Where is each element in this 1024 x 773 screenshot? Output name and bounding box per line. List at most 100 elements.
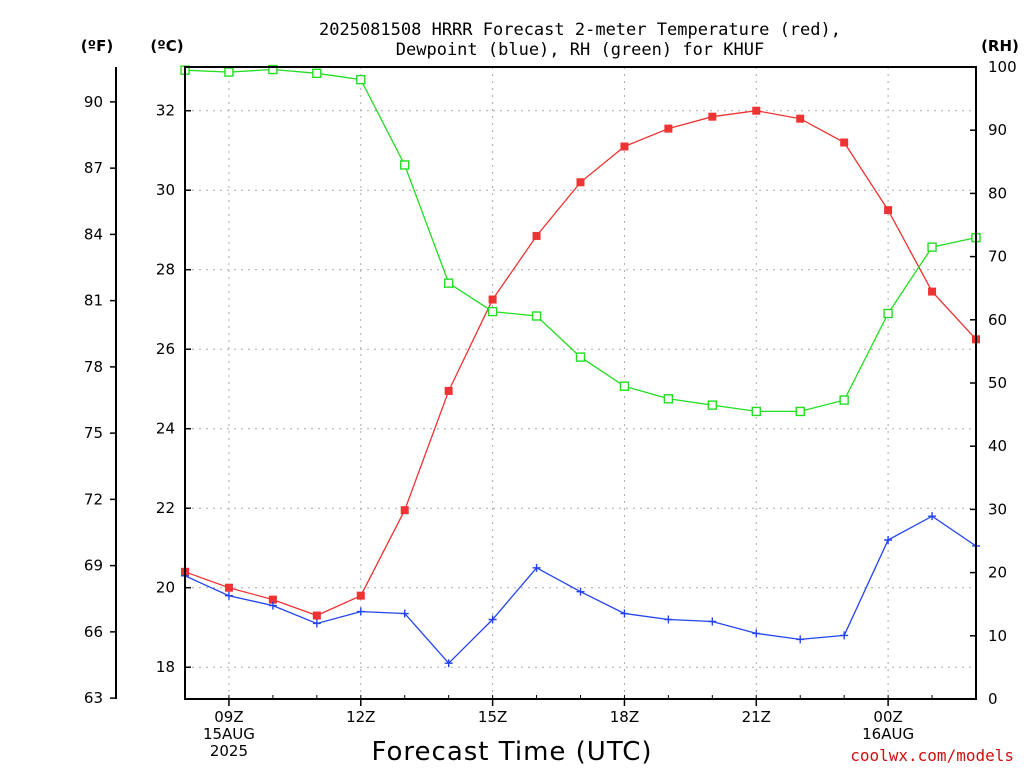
temperature-point	[840, 138, 849, 147]
series-temperature	[181, 106, 980, 620]
rh-point	[663, 394, 674, 404]
rh-point	[619, 381, 630, 391]
rh-tick-label: 50	[988, 374, 1007, 392]
fahrenheit-tick-label: 87	[84, 159, 103, 177]
rh-tick-label: 10	[988, 627, 1007, 645]
rh-point	[312, 68, 322, 79]
rh-tick-label: 80	[988, 184, 1007, 202]
rh-point	[795, 406, 805, 417]
x-tick-label: 2025	[210, 742, 248, 760]
dewpoint-point	[488, 615, 497, 624]
rh-tick-label: 30	[988, 500, 1007, 518]
axes-layer: 18 20 22 24 26 28 30 32 63 66 69 72 75 78 81 84 87 90 0 10 2…	[84, 58, 1017, 760]
x-tick-label: 16AUG	[862, 725, 914, 743]
temperature-point	[928, 287, 937, 296]
fahrenheit-tick-label: 72	[84, 490, 103, 508]
rh-point	[883, 308, 893, 319]
dewpoint-point	[400, 609, 409, 618]
fahrenheit-unit-label: (ºF)	[81, 37, 113, 55]
temperature-point	[488, 295, 497, 304]
celsius-unit-label: (ºC)	[150, 37, 183, 55]
rh-point	[443, 278, 454, 288]
temperature-point	[444, 386, 453, 395]
series-layer	[180, 64, 981, 668]
rh-point	[839, 395, 849, 405]
rh-tick-label: 20	[988, 564, 1007, 582]
rh-tick-label: 40	[988, 437, 1007, 455]
temperature-point	[576, 178, 585, 187]
x-tick-label: 09Z	[214, 708, 243, 726]
x-tick-label: 12Z	[346, 708, 375, 726]
dewpoint-point	[224, 591, 233, 600]
temperature-point	[796, 114, 805, 123]
series-rh	[180, 64, 981, 417]
x-tick-label: 18Z	[610, 708, 639, 726]
dewpoint-point	[576, 587, 585, 596]
temperature-point	[224, 583, 233, 592]
fahrenheit-tick-label: 78	[84, 358, 103, 376]
rh-point	[268, 64, 278, 75]
source-credit: coolwx.com/models	[850, 746, 1014, 765]
celsius-tick-label: 32	[156, 102, 175, 120]
celsius-tick-label: 30	[156, 181, 175, 199]
rh-point	[531, 311, 542, 321]
temperature-point	[620, 142, 629, 151]
x-tick-label: 21Z	[742, 708, 771, 726]
x-axis-title: Forecast Time (UTC)	[371, 737, 652, 767]
fahrenheit-tick-label: 84	[84, 225, 103, 243]
temperature-point	[268, 595, 277, 604]
rh-point	[224, 67, 234, 77]
rh-point	[356, 74, 366, 85]
temperature-point	[884, 206, 893, 215]
fahrenheit-tick-label: 69	[84, 557, 103, 575]
celsius-tick-label: 24	[156, 420, 175, 438]
rh-tick-label: 60	[988, 311, 1007, 329]
dewpoint-point	[664, 615, 673, 624]
rh-point	[751, 406, 761, 417]
fahrenheit-tick-label: 63	[84, 689, 103, 707]
temperature-point	[312, 611, 321, 620]
rh-point	[400, 160, 410, 170]
rh-tick-label: 70	[988, 248, 1007, 266]
dewpoint-point	[884, 536, 893, 545]
temperature-point	[752, 106, 761, 115]
dewpoint-point	[532, 563, 541, 572]
fahrenheit-tick-label: 75	[84, 424, 103, 442]
dewpoint-point	[312, 619, 321, 628]
celsius-tick-label: 26	[156, 340, 175, 358]
rh-tick-label: 0	[988, 690, 998, 708]
series-dewpoint	[181, 512, 980, 668]
x-tick-label: 15AUG	[203, 725, 255, 743]
dewpoint-point	[752, 629, 761, 638]
rh-point	[575, 352, 586, 362]
rh-tick-label: 100	[988, 58, 1017, 76]
celsius-tick-label: 22	[156, 499, 175, 517]
dewpoint-point	[620, 609, 629, 618]
temperature-point	[708, 112, 717, 121]
celsius-tick-label: 28	[156, 261, 175, 279]
celsius-tick-label: 18	[156, 658, 175, 676]
temperature-point	[356, 591, 365, 600]
fahrenheit-tick-label: 90	[84, 93, 103, 111]
dewpoint-point	[708, 617, 717, 626]
fahrenheit-tick-label: 66	[84, 623, 103, 641]
x-tick-label: 15Z	[478, 708, 507, 726]
dewpoint-point	[268, 601, 277, 610]
dewpoint-point	[840, 631, 849, 640]
celsius-tick-label: 20	[156, 579, 175, 597]
rh-tick-label: 90	[988, 121, 1007, 139]
dewpoint-point	[796, 635, 805, 644]
rh-point	[707, 400, 718, 410]
chart-title-line2: Dewpoint (blue), RH (green) for KHUF	[396, 40, 764, 60]
rh-point	[487, 306, 498, 317]
dewpoint-point	[928, 512, 937, 521]
fahrenheit-tick-label: 81	[84, 292, 103, 310]
temperature-line	[184, 110, 977, 617]
temperature-point	[664, 124, 673, 133]
chart-title-line1: 2025081508 HRRR Forecast 2-meter Tempera…	[319, 20, 841, 40]
rh-unit-label: (RH)	[981, 37, 1019, 55]
dewpoint-point	[356, 607, 365, 616]
dewpoint-point	[444, 659, 453, 668]
